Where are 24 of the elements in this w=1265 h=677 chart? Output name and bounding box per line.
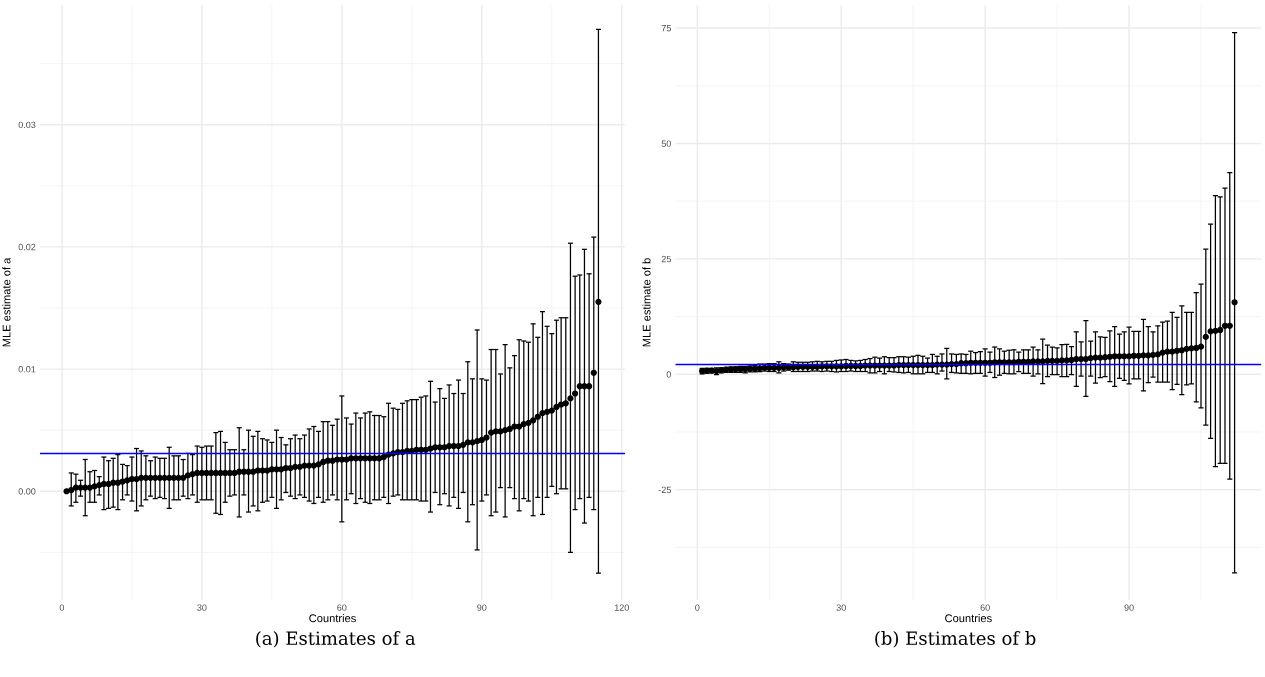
x-tick-label: 90	[1124, 604, 1134, 611]
x-tick-label: 120	[614, 604, 629, 611]
x-tick-label: 30	[836, 604, 846, 611]
y-tick-label: 50	[661, 140, 671, 147]
y-tick-label: 25	[661, 255, 671, 263]
y-tick-label: 75	[661, 25, 671, 32]
x-tick-label: 0	[59, 604, 65, 611]
x-axis-title: Countries	[309, 614, 356, 623]
y-axis-title: MLE estimate of a	[2, 257, 11, 347]
text: (b) Estimates of b	[875, 631, 1036, 648]
x-tick-label: 60	[337, 604, 347, 611]
y-tick-label: -25	[658, 486, 671, 494]
text: (a) Estimates of a	[256, 631, 416, 648]
x-axis-title: Countries	[945, 614, 992, 623]
y-tick-label: 0	[666, 371, 671, 378]
x-tick-label: 0	[695, 604, 700, 611]
x-tick-label: 30	[197, 604, 207, 611]
y-tick-label: 0.01	[18, 366, 36, 373]
x-tick-label: 60	[980, 604, 990, 611]
y-tick-label: 0.03	[18, 121, 36, 129]
x-tick-label: 90	[477, 604, 487, 611]
y-axis-title: MLE estimate of b	[642, 258, 651, 347]
y-tick-label: 0.02	[18, 243, 36, 251]
y-tick-label: 0.00	[18, 488, 36, 495]
